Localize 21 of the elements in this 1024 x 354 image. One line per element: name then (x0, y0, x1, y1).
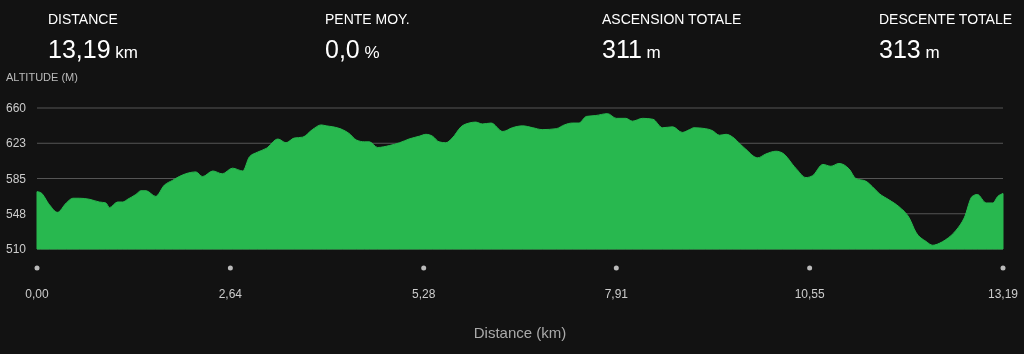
y-tick-label: 623 (6, 136, 27, 151)
x-tick-label: 7,91 (604, 287, 629, 301)
x-tick-label: 10,55 (794, 287, 825, 301)
text: ASCENSION TOTALE (602, 11, 742, 27)
y-tick-label: 660 (6, 101, 27, 116)
text: DESCENTE TOTALE (879, 11, 1013, 27)
x-tick-label: 5,28 (412, 287, 436, 301)
y-axis-title: ALTITUDE (M) (6, 71, 78, 83)
x-tick-label: 0,00 (25, 287, 49, 301)
text: 311 m (602, 35, 661, 63)
text: 13,19 km (48, 35, 138, 63)
x-tick-label: 2,64 (218, 287, 243, 301)
x-tick-label: 13,19 (987, 287, 1019, 301)
text: 0,0 % (325, 35, 380, 63)
text: DISTANCE (48, 11, 118, 27)
y-tick-label: 548 (6, 206, 27, 221)
text: 313 m (879, 35, 940, 63)
y-tick-label: 585 (6, 171, 27, 186)
text: PENTE MOY. (325, 11, 410, 27)
x-axis-title: Distance (km) (473, 324, 567, 341)
y-tick-label: 510 (6, 242, 27, 257)
